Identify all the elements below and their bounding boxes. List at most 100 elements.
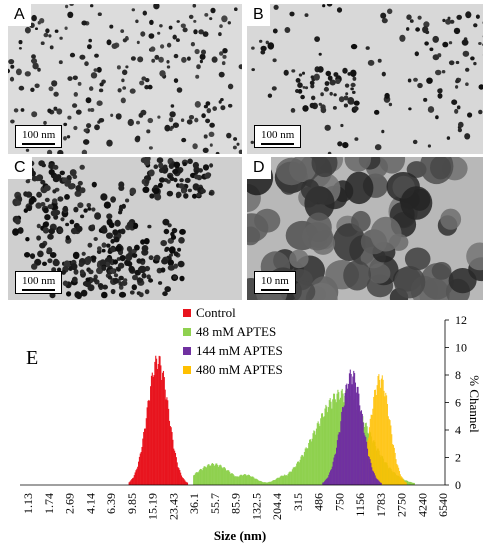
x-tick-label: 1.74 xyxy=(42,493,56,514)
nanoparticle xyxy=(182,162,187,167)
nanoparticle xyxy=(164,246,170,252)
nanoparticle xyxy=(343,103,348,108)
nanoparticle xyxy=(175,191,182,198)
nanoparticle xyxy=(414,51,419,57)
nanoparticle xyxy=(209,122,215,128)
nanoparticle xyxy=(228,103,233,108)
nanoparticle xyxy=(148,146,153,150)
nanoparticle xyxy=(35,27,38,31)
nanoparticle xyxy=(144,289,150,295)
nanoparticle xyxy=(302,105,309,112)
nanoparticle xyxy=(435,115,439,120)
nanoparticle xyxy=(158,167,165,173)
nanoparticle xyxy=(96,66,102,73)
nanoparticle xyxy=(36,235,41,241)
nanoparticle xyxy=(172,275,178,280)
nanoparticle xyxy=(83,128,89,133)
nanoparticle xyxy=(46,247,53,254)
nanoparticle xyxy=(142,186,150,193)
nanoparticle xyxy=(62,206,68,212)
nanoparticle xyxy=(176,20,180,23)
nanoparticle xyxy=(47,233,54,240)
nanoparticle xyxy=(332,223,366,262)
x-tick-label: 4.14 xyxy=(83,493,97,514)
nanoparticle xyxy=(158,162,164,169)
nanoparticle xyxy=(24,26,31,34)
x-tick-label: 132.5 xyxy=(249,493,263,520)
nanoparticle xyxy=(52,259,60,267)
nanoparticle xyxy=(131,253,138,258)
nanoparticle xyxy=(73,206,79,213)
nanoparticle xyxy=(56,108,63,115)
scale-bar-a: 100 nm xyxy=(15,125,63,148)
nanoparticle xyxy=(118,291,127,298)
nanoparticle xyxy=(136,40,140,45)
nanoparticle xyxy=(148,278,154,283)
nanoparticle xyxy=(162,218,170,226)
nanoparticle xyxy=(205,101,211,106)
nanoparticle xyxy=(167,264,175,271)
nanoparticle xyxy=(311,157,338,178)
nanoparticle xyxy=(47,149,53,154)
nanoparticle xyxy=(148,255,154,261)
nanoparticle xyxy=(456,105,461,110)
nanoparticle xyxy=(327,151,332,154)
nanoparticle xyxy=(81,251,86,256)
nanoparticle xyxy=(122,69,128,76)
nanoparticle xyxy=(169,176,175,181)
nanoparticle xyxy=(192,161,199,169)
nanoparticle xyxy=(147,117,154,124)
nanoparticle xyxy=(20,108,25,112)
nanoparticle xyxy=(36,191,41,197)
nanoparticle xyxy=(300,94,305,100)
nanoparticle xyxy=(453,27,461,35)
nanoparticle xyxy=(352,90,356,94)
nanoparticle xyxy=(67,76,73,81)
nanoparticle xyxy=(57,267,62,273)
nanoparticle xyxy=(12,228,20,236)
nanoparticle xyxy=(29,253,36,259)
legend-entry: Control xyxy=(196,305,236,320)
nanoparticle xyxy=(39,18,45,24)
nanoparticle xyxy=(445,18,452,25)
nanoparticle xyxy=(179,178,184,183)
nanoparticle xyxy=(110,113,114,118)
nanoparticle xyxy=(9,76,15,82)
nanoparticle xyxy=(342,67,348,74)
nanoparticle xyxy=(61,177,68,183)
nanoparticle xyxy=(152,188,160,194)
nanoparticle xyxy=(168,163,175,169)
nanoparticle xyxy=(123,278,128,282)
nanoparticle xyxy=(473,61,477,66)
nanoparticle xyxy=(302,222,333,251)
nanoparticle xyxy=(291,69,296,73)
nanoparticle xyxy=(127,118,134,127)
nanoparticle xyxy=(221,15,228,23)
x-tick-label: 1156 xyxy=(353,493,367,517)
nanoparticle xyxy=(194,117,199,123)
nanoparticle xyxy=(159,24,163,28)
nanoparticle xyxy=(167,259,174,266)
nanoparticle xyxy=(153,254,161,261)
scale-bar-d: 10 nm xyxy=(254,271,296,294)
nanoparticle xyxy=(273,4,279,10)
nanoparticle xyxy=(85,277,91,282)
nanoparticle xyxy=(313,73,320,81)
nanoparticle xyxy=(37,250,44,258)
nanoparticle xyxy=(35,202,42,209)
legend-swatch xyxy=(183,366,191,374)
nanoparticle xyxy=(138,292,144,298)
nanoparticle xyxy=(344,171,374,205)
nanoparticle xyxy=(218,100,222,104)
nanoparticle xyxy=(69,219,75,225)
nanoparticle xyxy=(69,169,77,177)
nanoparticle xyxy=(75,109,82,115)
y-tick-label: 6 xyxy=(455,396,461,410)
nanoparticle xyxy=(370,216,402,252)
nanoparticle xyxy=(367,59,375,66)
nanoparticle xyxy=(110,288,116,295)
nanoparticle xyxy=(465,11,472,19)
nanoparticle xyxy=(131,8,135,12)
nanoparticle xyxy=(159,177,165,183)
nanoparticle xyxy=(66,291,72,297)
